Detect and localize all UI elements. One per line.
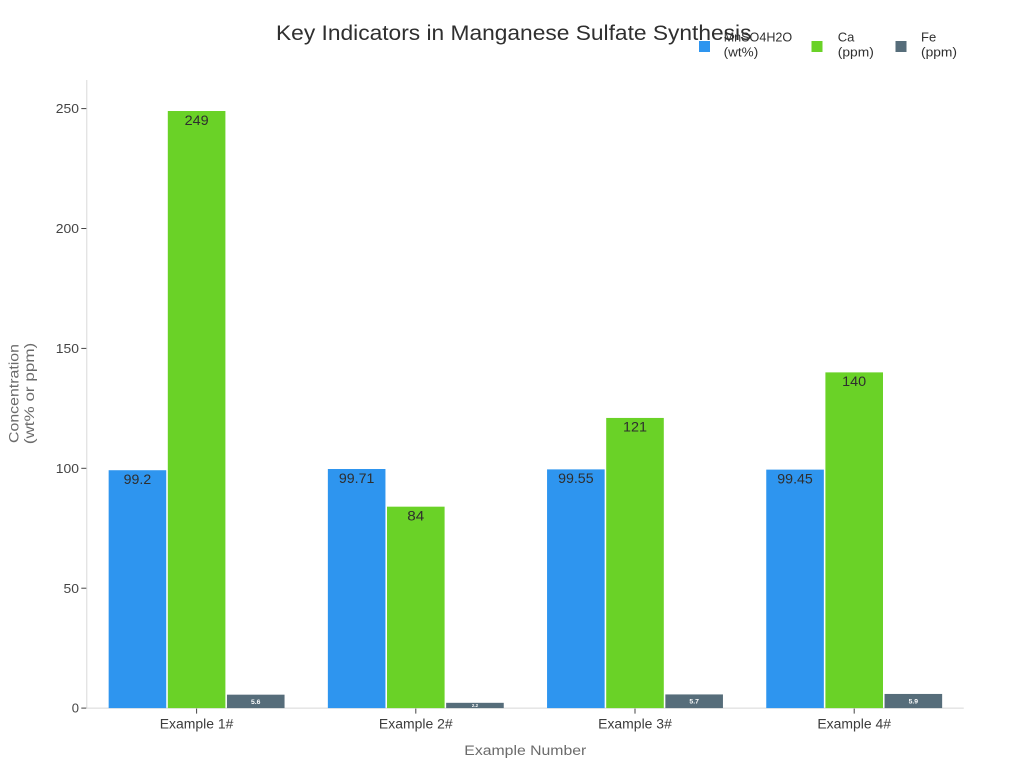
svg-text:Example 1#: Example 1# (160, 716, 234, 731)
svg-text:(ppm): (ppm) (838, 45, 874, 60)
svg-text:99.71: 99.71 (339, 471, 375, 486)
svg-text:99.55: 99.55 (558, 471, 594, 486)
svg-text:100: 100 (56, 461, 79, 476)
svg-text:200: 200 (56, 221, 79, 236)
svg-text:99.2: 99.2 (124, 472, 152, 487)
svg-text:5.7: 5.7 (689, 699, 699, 706)
svg-text:5.9: 5.9 (909, 698, 919, 705)
svg-text:150: 150 (56, 341, 79, 356)
svg-text:121: 121 (623, 420, 647, 435)
svg-text:Concentration: Concentration (7, 344, 22, 443)
svg-text:84: 84 (407, 509, 425, 524)
svg-text:5.6: 5.6 (251, 699, 261, 706)
svg-text:Example Number: Example Number (464, 743, 587, 758)
svg-text:(wt%): (wt%) (724, 45, 759, 60)
svg-text:140: 140 (842, 374, 866, 389)
svg-text:Key Indicators in Manganese Su: Key Indicators in Manganese Sulfate Synt… (276, 21, 752, 45)
svg-text:MnSO4H2O: MnSO4H2O (724, 29, 793, 44)
svg-text:2.2: 2.2 (472, 703, 479, 708)
svg-text:(wt% or ppm): (wt% or ppm) (22, 343, 37, 444)
svg-text:Example 3#: Example 3# (598, 716, 672, 731)
svg-text:249: 249 (185, 113, 209, 128)
svg-text:50: 50 (64, 581, 80, 596)
svg-text:250: 250 (56, 101, 79, 116)
svg-text:Example 2#: Example 2# (379, 716, 453, 731)
svg-text:99.45: 99.45 (777, 471, 813, 486)
svg-text:0: 0 (72, 701, 79, 716)
svg-text:Ca: Ca (838, 29, 855, 44)
svg-text:Example 4#: Example 4# (817, 716, 891, 731)
svg-text:(ppm): (ppm) (921, 45, 957, 60)
svg-text:Fe: Fe (921, 29, 936, 44)
